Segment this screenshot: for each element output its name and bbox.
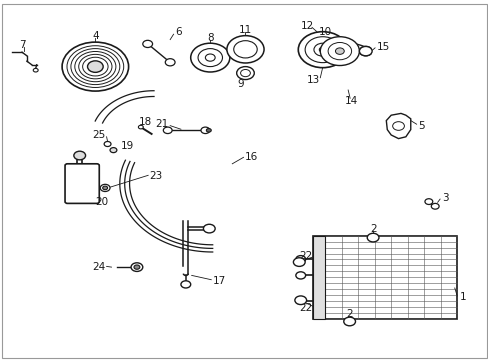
Text: 4: 4 xyxy=(92,31,99,41)
Text: 6: 6 xyxy=(175,27,182,37)
FancyBboxPatch shape xyxy=(65,164,99,203)
Circle shape xyxy=(240,69,250,77)
Text: 3: 3 xyxy=(442,193,448,203)
Text: 1: 1 xyxy=(459,292,466,302)
Circle shape xyxy=(163,127,172,134)
Circle shape xyxy=(298,32,346,68)
Circle shape xyxy=(327,42,351,60)
Circle shape xyxy=(206,129,211,132)
Text: 25: 25 xyxy=(92,130,105,140)
Circle shape xyxy=(198,49,222,67)
Bar xyxy=(312,236,325,319)
Circle shape xyxy=(319,47,325,52)
Text: 24: 24 xyxy=(92,262,105,272)
Polygon shape xyxy=(386,113,410,139)
Text: 21: 21 xyxy=(155,119,168,129)
Text: 10: 10 xyxy=(318,27,331,37)
Circle shape xyxy=(100,184,110,192)
Circle shape xyxy=(104,141,111,147)
Bar xyxy=(312,236,456,319)
Circle shape xyxy=(343,317,355,326)
Circle shape xyxy=(203,224,215,233)
Circle shape xyxy=(236,67,254,80)
Circle shape xyxy=(424,199,432,204)
Text: 2: 2 xyxy=(369,224,376,234)
Text: 13: 13 xyxy=(305,75,319,85)
Text: 22: 22 xyxy=(299,251,312,261)
Text: 18: 18 xyxy=(139,117,152,127)
Text: 8: 8 xyxy=(206,33,213,43)
Circle shape xyxy=(190,43,229,72)
Circle shape xyxy=(430,203,438,209)
Text: 23: 23 xyxy=(149,171,162,181)
Text: 7: 7 xyxy=(19,40,25,50)
Text: 16: 16 xyxy=(244,152,257,162)
Text: 22: 22 xyxy=(299,303,312,313)
Circle shape xyxy=(335,48,344,54)
Circle shape xyxy=(320,37,359,66)
Circle shape xyxy=(71,49,120,85)
Circle shape xyxy=(67,46,123,87)
Circle shape xyxy=(79,54,112,79)
Circle shape xyxy=(392,122,404,130)
Circle shape xyxy=(305,37,340,63)
Circle shape xyxy=(82,57,108,76)
Text: 15: 15 xyxy=(376,42,389,52)
Circle shape xyxy=(313,43,331,56)
Text: 20: 20 xyxy=(95,197,108,207)
Text: 17: 17 xyxy=(212,276,225,286)
Circle shape xyxy=(75,51,116,82)
Circle shape xyxy=(102,186,107,190)
Circle shape xyxy=(33,68,38,72)
Circle shape xyxy=(226,36,264,63)
Circle shape xyxy=(165,59,175,66)
Circle shape xyxy=(134,265,140,269)
Circle shape xyxy=(233,41,257,58)
Text: 19: 19 xyxy=(121,141,134,151)
Circle shape xyxy=(138,125,143,129)
Circle shape xyxy=(294,296,306,305)
Text: 2: 2 xyxy=(346,309,352,319)
Circle shape xyxy=(201,127,209,134)
Text: 9: 9 xyxy=(237,78,244,89)
Circle shape xyxy=(295,272,305,279)
Text: 12: 12 xyxy=(300,21,313,31)
Circle shape xyxy=(359,46,371,56)
Circle shape xyxy=(295,297,305,304)
Text: 14: 14 xyxy=(344,96,357,106)
Circle shape xyxy=(366,233,378,242)
Circle shape xyxy=(205,54,215,61)
Circle shape xyxy=(110,148,117,153)
Circle shape xyxy=(131,263,142,271)
Circle shape xyxy=(142,40,152,48)
Circle shape xyxy=(181,281,190,288)
Circle shape xyxy=(293,258,305,266)
Text: 5: 5 xyxy=(417,121,424,131)
Circle shape xyxy=(62,42,128,91)
Text: 11: 11 xyxy=(238,25,252,35)
Circle shape xyxy=(87,61,103,72)
Circle shape xyxy=(295,256,305,263)
Circle shape xyxy=(74,151,85,160)
